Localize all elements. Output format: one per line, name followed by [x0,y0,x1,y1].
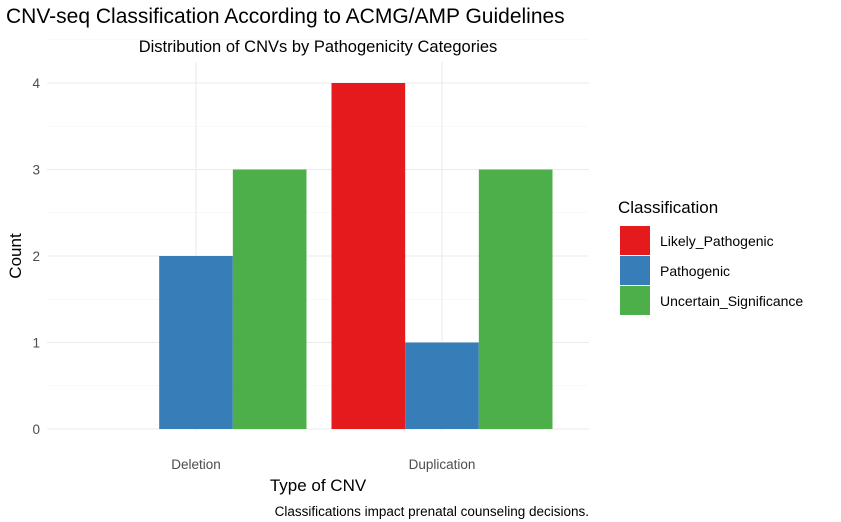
y-tick-label: 3 [32,163,40,178]
bar-likely-pathogenic-duplication [331,83,406,429]
legend: Classification Likely_Pathogenic Pathogen… [618,198,803,315]
legend-label: Pathogenic [660,263,730,279]
legend-label: Uncertain_Significance [660,293,803,309]
chart-subtitle: Distribution of CNVs by Pathogenicity Ca… [139,38,498,56]
legend-key [620,256,650,285]
y-axis-title: Count [6,233,25,279]
x-axis-ticks: Deletion Duplication [171,457,475,472]
y-tick-label: 1 [32,336,40,351]
bar-uncertain-significance-deletion [232,169,307,429]
grid-lines [47,39,589,431]
legend-label: Likely_Pathogenic [660,233,774,249]
x-tick-label: Duplication [409,457,476,472]
bar-uncertain-significance-duplication [478,169,553,429]
chart-caption: Classifications impact prenatal counseli… [275,504,589,519]
bar-pathogenic-duplication [405,342,479,429]
bars [159,83,553,429]
bar-pathogenic-deletion [159,256,233,429]
legend-title: Classification [618,198,718,217]
y-tick-label: 4 [32,76,40,91]
y-tick-label: 0 [32,422,40,437]
legend-key [620,226,650,255]
x-tick-label: Deletion [171,457,221,472]
chart-title: CNV-seq Classification According to ACMG… [6,5,565,28]
legend-key [620,286,650,315]
x-axis-title: Type of CNV [270,476,367,495]
y-tick-label: 2 [32,249,40,264]
y-axis-ticks: 0 1 2 3 4 [32,76,40,437]
